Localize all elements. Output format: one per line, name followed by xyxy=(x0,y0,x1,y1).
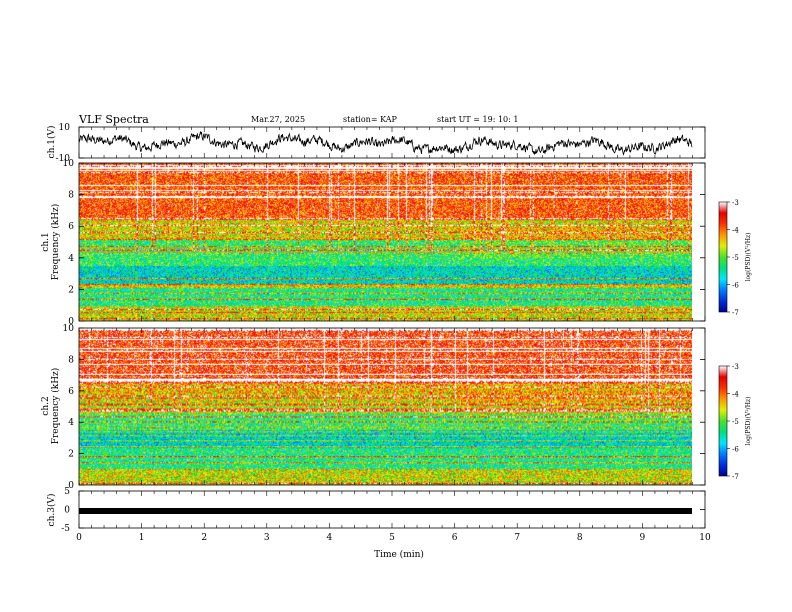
cb1-tick-label: -6 xyxy=(732,282,739,290)
ch2-spectrogram-ytick-label: 8 xyxy=(68,355,74,365)
ch1-spectrogram-ytick-label: 6 xyxy=(68,222,74,232)
ch1-waveform-ytick-label: -10 xyxy=(56,154,71,164)
x-tick-label: 6 xyxy=(452,533,458,543)
x-tick-label: 9 xyxy=(640,533,646,543)
cb2-label: log(PSD)(V²/Hz) xyxy=(745,397,752,446)
ch1-spectrogram-ytick-label: 2 xyxy=(68,285,74,295)
start-time-label: start UT = 19: 10: 1 xyxy=(437,115,519,124)
cb2-tick-label: -4 xyxy=(732,391,739,399)
station-label: station= KAP xyxy=(343,115,397,124)
ch3-waveform-panel: 5 0 -5 0 1 2 3 4 5 6 7 8 9 10 ch.3(V) Time (min) xyxy=(46,487,711,560)
cb2-tick-label: -3 xyxy=(732,363,739,371)
cb1-label: log(PSD)(V²/Hz) xyxy=(745,233,752,282)
x-tick-label: 3 xyxy=(264,533,270,543)
ch3-waveform-ylabel: ch.3(V) xyxy=(46,494,57,527)
ch1-spectrogram-ytick-label: 4 xyxy=(68,254,74,264)
colorbar-ch1: -3 -4 -5 -6 -7 log(PSD)(V²/Hz) xyxy=(718,199,752,317)
x-axis-label: Time (min) xyxy=(374,549,424,560)
cb1-tick-label: -3 xyxy=(732,199,739,207)
cb1-tick-label: -7 xyxy=(732,309,739,317)
x-tick-label: 7 xyxy=(514,533,520,543)
ch1-spectrogram-ylabel: Frequency (kHz) xyxy=(50,204,61,281)
x-tick-label: 4 xyxy=(327,533,333,543)
ch3-waveform-trace xyxy=(79,508,692,514)
ch3-waveform-ytick-label: 5 xyxy=(64,487,70,497)
ch2-spectrogram-ylabel: Frequency (kHz) xyxy=(50,368,61,445)
x-tick-label: 8 xyxy=(577,533,583,543)
cb1-tick-label: -5 xyxy=(732,254,739,262)
x-tick-label: 2 xyxy=(201,533,207,543)
x-tick-label: 10 xyxy=(699,533,711,543)
ch2-spectrogram-panel: 0 2 4 6 8 10 ch.2 Frequency (kHz) xyxy=(41,324,706,491)
ch1-spectrogram-ytick-label: 0 xyxy=(68,317,74,327)
ch2-spectrogram-ytick-label: 2 xyxy=(68,450,74,460)
x-tick-label: 0 xyxy=(76,533,82,543)
x-tick-label: 5 xyxy=(389,533,395,543)
colorbar-ch2: -3 -4 -5 -6 -7 log(PSD)(V²/Hz) xyxy=(718,363,752,481)
ch2-spectrogram-ytick-label: 6 xyxy=(68,387,74,397)
ch1-spectrogram-ytick-label: 8 xyxy=(68,191,74,201)
ch2-spectrogram-ytick-label: 4 xyxy=(68,418,74,428)
ch2-spectrogram-image xyxy=(79,328,692,485)
ch1-waveform-ytick-label: 10 xyxy=(59,123,71,133)
ch1-waveform-panel: 10 -10 ch.1(V) xyxy=(46,123,706,164)
ch3-waveform-ytick-label: 0 xyxy=(64,506,70,516)
ch3-waveform-ytick-label: -5 xyxy=(61,524,70,534)
cb2-tick-label: -5 xyxy=(732,418,739,426)
cb1-tick-label: -4 xyxy=(732,227,739,235)
date-label: Mar.27, 2025 xyxy=(251,115,306,124)
cb2-scale xyxy=(718,365,728,477)
ch1-waveform-ylabel: ch.1(V) xyxy=(46,126,57,159)
x-tick-label: 1 xyxy=(139,533,145,543)
cb2-tick-label: -7 xyxy=(732,473,739,481)
ch2-spectrogram-ytick-label: 10 xyxy=(63,324,75,334)
ch1-spectrogram-image xyxy=(79,163,692,321)
ch2-spectrogram-channel-label: ch.2 xyxy=(41,396,51,415)
ch1-waveform-trace xyxy=(78,131,693,156)
ch2-spectrogram-ytick-label: 0 xyxy=(68,481,74,491)
cb1-scale xyxy=(718,201,728,313)
figure-title: VLF Spectra xyxy=(79,113,149,126)
cb2-tick-label: -6 xyxy=(732,446,739,454)
ch1-spectrogram-panel: 0 2 4 6 8 10 ch.1 Frequency (kHz) xyxy=(41,159,706,327)
ch1-spectrogram-channel-label: ch.1 xyxy=(41,232,51,251)
ch1-spectrogram-ytick-label: 10 xyxy=(63,159,75,169)
